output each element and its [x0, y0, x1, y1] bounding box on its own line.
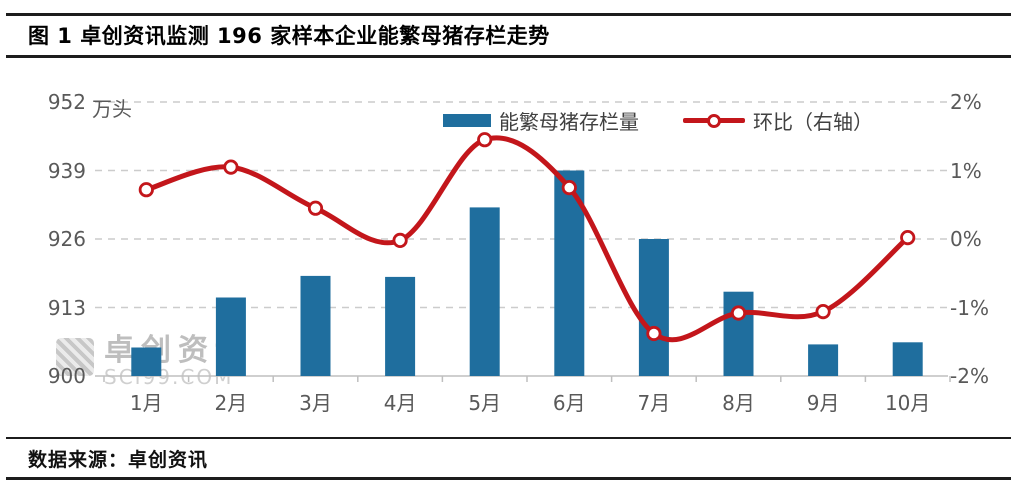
marker-9月	[815, 304, 831, 320]
marker-6月	[561, 180, 577, 196]
marker-4月	[392, 232, 408, 248]
marker-5月	[477, 132, 493, 148]
legend-item-mom: 环比（右轴）	[683, 106, 873, 135]
line-series-marker-icon	[683, 113, 745, 128]
top-rule	[6, 13, 1011, 16]
bar-series-swatch-icon	[443, 114, 491, 127]
marker-1月	[138, 182, 154, 198]
right-tick-0%: 0%	[950, 227, 982, 251]
legend: 能繁母猪存栏量 环比（右轴）	[443, 106, 873, 135]
left-axis-unit: 万头	[92, 97, 132, 121]
bar-8月	[723, 291, 754, 376]
bottom-rule	[6, 477, 1011, 480]
x-label-9月: 9月	[806, 391, 840, 415]
bar-5月	[469, 207, 500, 376]
bar-10月	[892, 342, 923, 376]
left-tick-913: 913	[47, 295, 86, 320]
right-tick-1%: 1%	[950, 158, 982, 183]
bar-1月	[131, 347, 162, 376]
x-label-3月: 3月	[299, 391, 332, 415]
figure-title: 图 1 卓创资讯监测 196 家样本企业能繁母猪存栏走势	[28, 24, 550, 48]
marker-10月	[900, 230, 916, 246]
mom-line	[143, 135, 911, 343]
x-label-2月: 2月	[214, 391, 248, 415]
right-tick--1%: -1%	[950, 295, 989, 320]
right-tick--2%: -2%	[950, 364, 989, 388]
marker-8月	[730, 305, 747, 321]
title-rule	[6, 55, 1011, 58]
bar-7月	[638, 239, 669, 376]
x-label-7月: 7月	[637, 391, 671, 415]
chart-area: 卓创资讯 SCI99.COM 万头 952 939 926 913 900 2% 1% 0%…	[0, 58, 1017, 433]
left-tick-939: 939	[47, 158, 86, 183]
left-tick-952: 952	[47, 90, 86, 114]
watermark-logo-icon	[56, 338, 94, 376]
x-label-5月: 5月	[468, 391, 502, 415]
marker-ring-icon	[707, 113, 721, 128]
marker-2月	[223, 159, 239, 175]
marker-3月	[307, 200, 324, 216]
bar-3月	[300, 275, 331, 376]
legend-label-mom: 环比（右轴）	[753, 110, 873, 134]
data-source: 数据来源：卓创资讯	[28, 449, 209, 471]
source-rule	[6, 437, 1011, 439]
legend-label-inventory: 能繁母猪存栏量	[499, 110, 639, 134]
x-label-4月: 4月	[383, 391, 417, 415]
bar-4月	[385, 276, 416, 376]
x-label-8月: 8月	[722, 391, 755, 415]
left-tick-900: 900	[47, 364, 86, 388]
marker-7月	[646, 325, 662, 342]
x-label-10月: 10月	[884, 391, 931, 415]
x-label-1月: 1月	[129, 391, 163, 415]
x-label-6月: 6月	[552, 391, 586, 415]
left-tick-926: 926	[47, 227, 86, 251]
chart-canvas	[95, 101, 951, 382]
bar-9月	[808, 344, 839, 376]
bar-2月	[215, 297, 246, 376]
legend-item-inventory: 能繁母猪存栏量	[443, 106, 639, 135]
right-tick-2%: 2%	[950, 90, 982, 114]
